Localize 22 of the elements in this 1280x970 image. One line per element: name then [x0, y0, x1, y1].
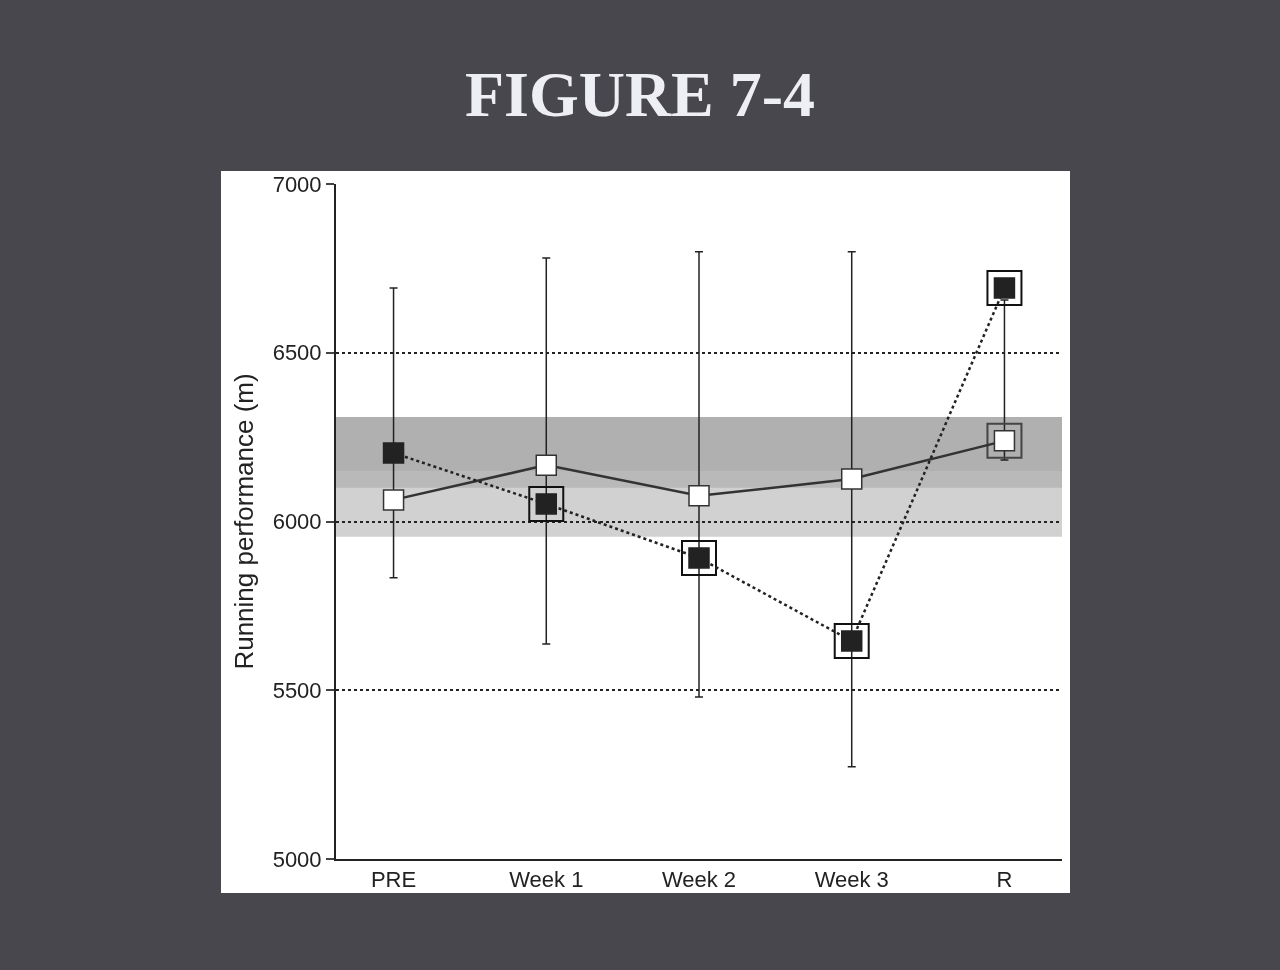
chart-title: FIGURE 7-4 [463, 58, 817, 132]
x-tick-label: Week 1 [509, 867, 584, 893]
point [535, 454, 558, 476]
x-tick-label: Week 2 [661, 867, 737, 893]
point [681, 539, 717, 576]
point [986, 422, 1023, 459]
y-tick-label: 6000 [272, 509, 322, 535]
point [840, 468, 863, 490]
point [688, 485, 710, 507]
x-tick-label: Week 3 [814, 867, 889, 893]
y-tick-label: 5000 [272, 846, 322, 872]
point [986, 269, 1023, 306]
y-axis-title: Running performance (m) [228, 373, 259, 670]
point [528, 485, 565, 522]
point [382, 442, 405, 464]
y-tick-label: 6500 [272, 340, 322, 366]
point [833, 622, 870, 659]
x-tick-label: R [996, 867, 1013, 893]
point [382, 489, 405, 511]
y-tick-label: 7000 [272, 171, 322, 197]
x-tick-label: PRE [370, 867, 417, 893]
y-tick-label: 5500 [272, 677, 322, 703]
